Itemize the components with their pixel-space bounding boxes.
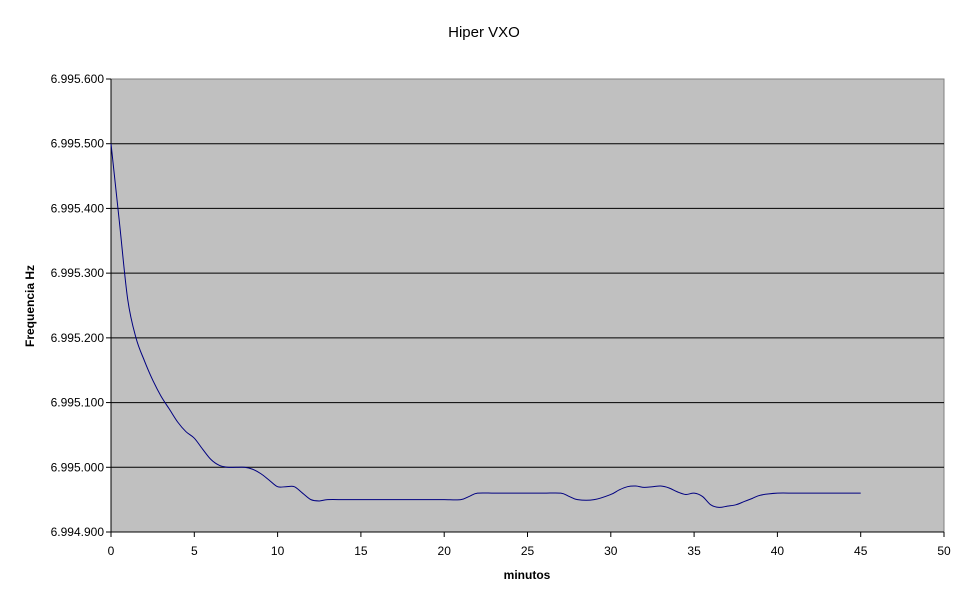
x-tick-label: 15 [354, 544, 368, 558]
x-tick-label: 30 [604, 544, 618, 558]
y-tick-label: 6.995.500 [51, 137, 105, 151]
x-tick-label: 35 [687, 544, 701, 558]
x-axis-label: minutos [504, 568, 551, 582]
x-tick-label: 45 [854, 544, 868, 558]
plot-area [110, 78, 945, 533]
x-tick-label: 10 [271, 544, 285, 558]
y-tick-label: 6.994.900 [51, 525, 105, 539]
x-tick-label: 5 [191, 544, 198, 558]
x-tick-label: 50 [937, 544, 951, 558]
x-tick-label: 40 [771, 544, 785, 558]
x-tick-label: 25 [521, 544, 535, 558]
y-axis-ticks: 6.995.600 6.995.500 6.995.400 6.995.300 6.99… [51, 72, 111, 539]
series-line [110, 143, 861, 508]
y-tick-label: 6.995.300 [51, 266, 105, 280]
x-tick-label: 0 [108, 544, 115, 558]
y-tick-label: 6.995.400 [51, 201, 105, 215]
y-tick-label: 6.995.600 [51, 72, 105, 86]
grid-lines [111, 143, 944, 468]
chart-title: Hiper VXO [448, 24, 520, 41]
x-tick-label: 20 [438, 544, 452, 558]
y-axis-label: Frequencia Hz [23, 265, 37, 347]
x-axis-ticks: 0 5 10 15 20 25 30 35 40 45 50 [108, 532, 951, 558]
y-tick-label: 6.995.200 [51, 331, 105, 345]
y-tick-label: 6.995.100 [51, 396, 105, 410]
y-tick-label: 6.995.000 [51, 460, 105, 474]
